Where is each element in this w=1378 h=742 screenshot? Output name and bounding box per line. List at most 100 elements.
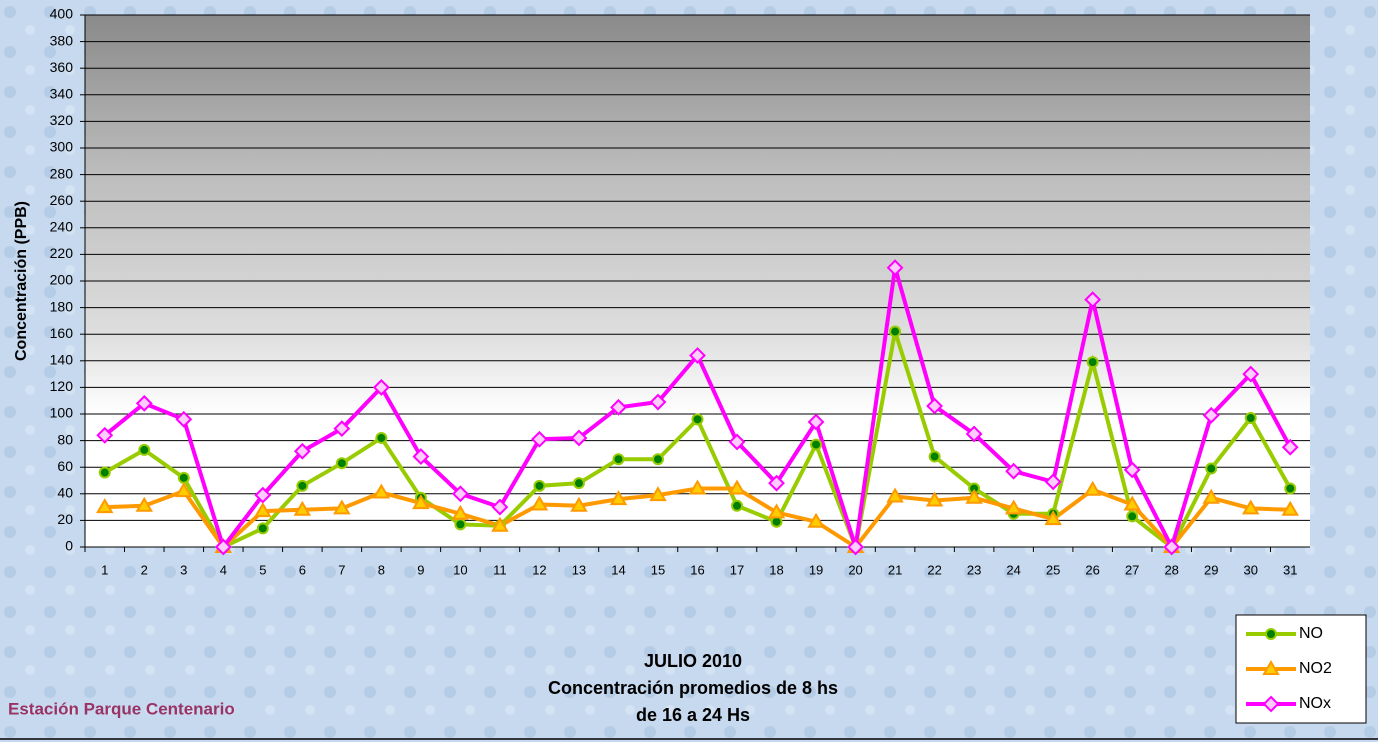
marker [451, 504, 470, 520]
x-tick-label: 21 [888, 562, 902, 577]
y-tick-label: 100 [50, 405, 74, 421]
marker [1126, 510, 1139, 523]
x-tick-label: 22 [927, 562, 941, 577]
marker [728, 479, 746, 495]
y-tick-label: 300 [50, 139, 74, 155]
marker [570, 496, 588, 512]
x-tick-label: 6 [299, 562, 306, 577]
marker [649, 486, 667, 502]
marker [254, 486, 272, 504]
marker [1084, 291, 1102, 309]
marker [926, 397, 944, 415]
y-tick-label: 380 [50, 32, 74, 48]
y-tick-label: 260 [50, 192, 74, 208]
x-tick-label: 25 [1046, 562, 1060, 577]
marker [691, 413, 704, 426]
marker [135, 394, 153, 412]
marker [768, 474, 785, 492]
y-tick-label: 0 [65, 538, 73, 554]
y-tick-label: 220 [50, 245, 74, 261]
marker [531, 430, 548, 448]
x-tick-label: 26 [1085, 562, 1099, 577]
marker [372, 483, 391, 499]
y-tick-label: 320 [50, 112, 74, 128]
marker [1241, 499, 1260, 515]
marker [572, 477, 585, 490]
marker [256, 522, 269, 535]
marker [491, 498, 509, 516]
marker [1123, 495, 1141, 511]
marker [731, 499, 744, 512]
marker [1163, 538, 1181, 556]
marker [293, 500, 312, 516]
x-tick-label: 16 [690, 562, 704, 577]
x-tick-label: 8 [378, 562, 385, 577]
marker [1123, 461, 1141, 479]
marker [135, 496, 154, 512]
y-tick-label: 280 [50, 165, 74, 181]
marker [1202, 488, 1220, 504]
marker [847, 538, 864, 556]
x-tick-label: 2 [141, 562, 148, 577]
marker [925, 491, 944, 507]
x-tick-label: 10 [453, 562, 467, 577]
marker [293, 442, 311, 460]
y-tick-label: 40 [57, 485, 73, 501]
marker [688, 479, 707, 495]
x-tick-label: 27 [1125, 562, 1139, 577]
x-tick-label: 29 [1204, 562, 1218, 577]
marker [610, 398, 627, 416]
marker [886, 487, 904, 503]
marker [1281, 438, 1299, 456]
x-tick-label: 9 [417, 562, 424, 577]
marker [570, 429, 588, 447]
marker [609, 490, 628, 506]
y-tick-label: 60 [57, 458, 73, 474]
chart-title: Concentración promedios de 8 hs [548, 678, 838, 698]
marker [1262, 660, 1280, 675]
marker [1205, 462, 1218, 475]
x-tick-label: 12 [532, 562, 546, 577]
marker [767, 503, 786, 519]
y-tick-label: 180 [50, 298, 74, 314]
y-tick-label: 240 [50, 219, 74, 235]
marker [333, 499, 351, 515]
y-tick-label: 140 [50, 352, 74, 368]
x-tick-label: 14 [611, 562, 625, 577]
y-tick-label: 120 [50, 378, 74, 394]
marker [1083, 480, 1102, 496]
marker [1265, 628, 1277, 640]
marker [810, 438, 823, 451]
marker [612, 453, 625, 466]
y-tick-label: 360 [50, 59, 74, 75]
marker [928, 450, 941, 463]
marker [254, 502, 272, 518]
chart-title: de 16 a 24 Hs [636, 705, 750, 725]
marker [1262, 695, 1280, 713]
marker [296, 479, 309, 492]
y-tick-label: 160 [50, 325, 74, 341]
y-tick-label: 200 [50, 272, 74, 288]
marker [1004, 499, 1023, 515]
legend-label: NOx [1299, 695, 1331, 712]
y-axis-label: Concentración (PPB) [13, 201, 30, 361]
x-tick-label: 5 [259, 562, 266, 577]
marker [1244, 411, 1257, 424]
marker [138, 443, 151, 456]
marker [533, 479, 546, 492]
y-tick-label: 20 [57, 511, 73, 527]
marker [965, 425, 983, 443]
marker [175, 482, 193, 498]
x-tick-label: 15 [651, 562, 665, 577]
marker [412, 494, 430, 510]
y-tick-label: 340 [50, 86, 74, 102]
x-tick-label: 4 [220, 562, 227, 577]
x-tick-label: 23 [967, 562, 981, 577]
marker [728, 433, 746, 451]
x-tick-label: 20 [848, 562, 862, 577]
x-tick-label: 30 [1243, 562, 1257, 577]
marker [886, 259, 904, 277]
marker [1281, 500, 1299, 516]
marker [372, 378, 390, 396]
